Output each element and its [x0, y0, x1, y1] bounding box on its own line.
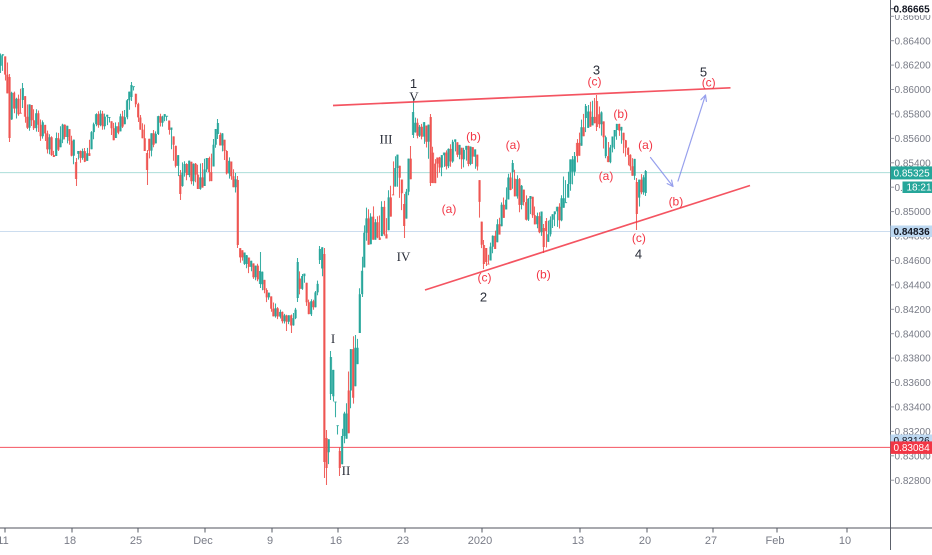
svg-text:0.84600: 0.84600 [895, 256, 932, 267]
svg-text:10: 10 [839, 535, 851, 547]
svg-text:18:21: 18:21 [907, 183, 932, 194]
svg-text:(c): (c) [702, 76, 716, 90]
svg-text:0.86000: 0.86000 [895, 85, 932, 96]
svg-text:(b): (b) [613, 107, 628, 121]
svg-text:20: 20 [639, 535, 651, 547]
svg-text:16: 16 [330, 535, 342, 547]
svg-text:0.85800: 0.85800 [895, 110, 932, 121]
svg-text:13: 13 [572, 535, 584, 547]
svg-text:0.83084: 0.83084 [894, 443, 931, 454]
svg-text:2: 2 [480, 290, 487, 305]
svg-text:0.83800: 0.83800 [895, 354, 932, 365]
svg-text:(a): (a) [506, 138, 521, 152]
svg-text:0.84200: 0.84200 [895, 305, 932, 316]
svg-text:Dec: Dec [193, 535, 213, 547]
svg-text:4: 4 [635, 247, 642, 262]
svg-text:0.85325: 0.85325 [894, 169, 931, 180]
svg-text:0.84000: 0.84000 [895, 329, 932, 340]
svg-text:III: III [380, 132, 393, 147]
svg-text:0.86200: 0.86200 [895, 61, 932, 72]
svg-text:(b): (b) [669, 195, 684, 209]
svg-text:(b): (b) [466, 130, 481, 144]
svg-text:0.84400: 0.84400 [895, 281, 932, 292]
svg-text:9: 9 [267, 535, 273, 547]
svg-text:(c): (c) [478, 271, 492, 285]
svg-text:(a): (a) [599, 169, 614, 183]
svg-text:(c): (c) [588, 75, 602, 89]
svg-text:IV: IV [397, 249, 411, 264]
svg-text:V: V [409, 89, 419, 104]
svg-text:0.86400: 0.86400 [895, 36, 932, 47]
svg-text:(c): (c) [632, 231, 646, 245]
svg-text:Feb: Feb [766, 535, 785, 547]
svg-text:0.84836: 0.84836 [894, 227, 931, 238]
svg-text:(b): (b) [536, 268, 551, 282]
svg-text:11: 11 [0, 535, 9, 547]
svg-text:I: I [331, 331, 335, 346]
svg-text:27: 27 [705, 535, 717, 547]
svg-text:II: II [342, 463, 351, 478]
svg-text:0.82800: 0.82800 [895, 476, 932, 487]
svg-text:2020: 2020 [468, 535, 492, 547]
svg-text:(a): (a) [442, 202, 457, 216]
svg-text:0.86665: 0.86665 [894, 4, 931, 15]
svg-text:0.85600: 0.85600 [895, 134, 932, 145]
svg-text:0.83600: 0.83600 [895, 378, 932, 389]
svg-text:0.85000: 0.85000 [895, 207, 932, 218]
svg-text:18: 18 [64, 535, 76, 547]
svg-text:23: 23 [397, 535, 409, 547]
svg-text:25: 25 [130, 535, 142, 547]
svg-text:(a): (a) [638, 138, 653, 152]
svg-text:0.83400: 0.83400 [895, 403, 932, 414]
